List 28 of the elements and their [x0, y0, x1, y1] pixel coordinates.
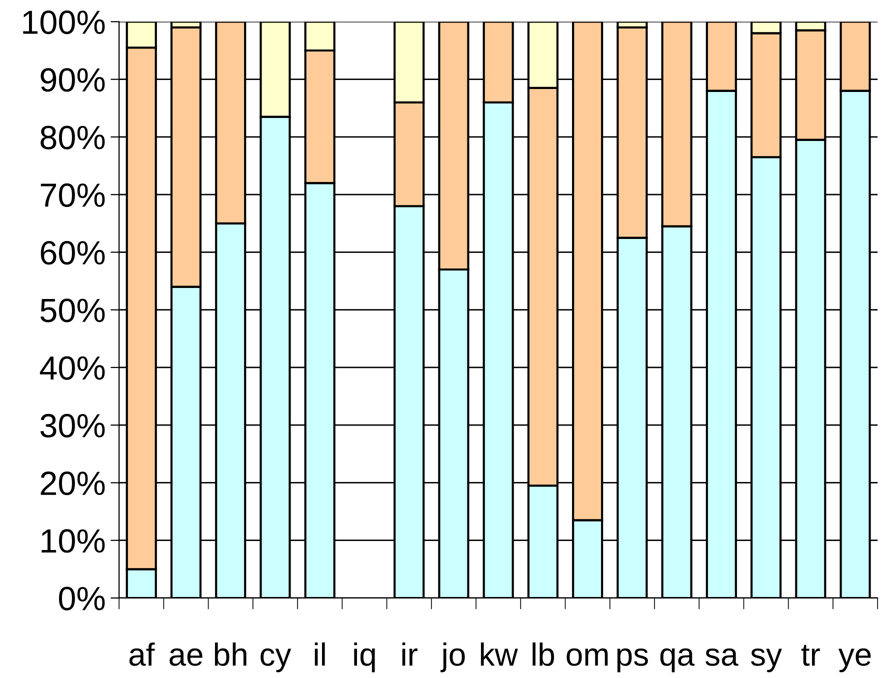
x-tick-label: iq — [354, 642, 375, 672]
x-tick-label: il — [314, 642, 325, 666]
y-tick-label: 10% — [42, 529, 105, 553]
y-tick-label: 0% — [59, 586, 105, 610]
x-tick-label: cy — [260, 648, 292, 672]
y-tick-label: 30% — [40, 414, 105, 438]
y-tick-label: 20% — [40, 472, 105, 496]
y-tick-label: 70% — [40, 183, 105, 207]
x-tick-label: af — [129, 642, 155, 666]
x-tick-label: ps — [617, 648, 648, 672]
x-tick-label: tr — [801, 644, 820, 666]
y-tick-label: 80% — [40, 126, 105, 150]
x-tick-label: bh — [214, 642, 246, 666]
x-tick-label: sy — [750, 648, 782, 672]
y-tick-label: 60% — [40, 241, 105, 265]
y-tick-label: 50% — [40, 298, 105, 322]
x-tick-label: lb — [532, 642, 554, 666]
x-tick-label: qa — [660, 648, 695, 672]
x-tick-label: jo — [440, 642, 465, 672]
x-tick-label: ae — [170, 648, 202, 666]
y-tick-label: 100% — [23, 10, 105, 34]
x-tick-label: sa — [705, 648, 738, 666]
y-tick-label: 40% — [40, 356, 105, 380]
y-tick-label: 90% — [40, 68, 105, 92]
x-tick-label: ye — [838, 648, 871, 672]
x-tick-label: om — [566, 648, 608, 666]
x-tick-label: ir — [402, 642, 418, 666]
x-tick-label: kw — [480, 642, 518, 666]
